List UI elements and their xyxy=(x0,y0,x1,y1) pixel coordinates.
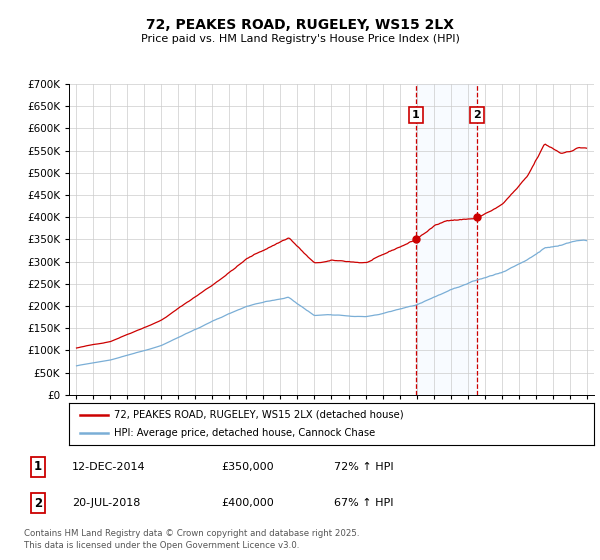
Text: HPI: Average price, detached house, Cannock Chase: HPI: Average price, detached house, Cann… xyxy=(113,428,375,438)
Text: Contains HM Land Registry data © Crown copyright and database right 2025.
This d: Contains HM Land Registry data © Crown c… xyxy=(24,529,359,550)
Text: 2: 2 xyxy=(34,497,42,510)
Text: 1: 1 xyxy=(412,110,420,120)
Text: £400,000: £400,000 xyxy=(221,498,274,508)
Bar xyxy=(416,84,477,395)
Text: 67% ↑ HPI: 67% ↑ HPI xyxy=(334,498,394,508)
Text: 1: 1 xyxy=(34,460,42,473)
Text: 72, PEAKES ROAD, RUGELEY, WS15 2LX: 72, PEAKES ROAD, RUGELEY, WS15 2LX xyxy=(146,18,454,32)
Text: 72% ↑ HPI: 72% ↑ HPI xyxy=(334,462,394,472)
Text: £350,000: £350,000 xyxy=(221,462,274,472)
Text: 12-DEC-2014: 12-DEC-2014 xyxy=(72,462,146,472)
Text: 72, PEAKES ROAD, RUGELEY, WS15 2LX (detached house): 72, PEAKES ROAD, RUGELEY, WS15 2LX (deta… xyxy=(113,410,403,420)
Text: 20-JUL-2018: 20-JUL-2018 xyxy=(72,498,140,508)
Text: Price paid vs. HM Land Registry's House Price Index (HPI): Price paid vs. HM Land Registry's House … xyxy=(140,34,460,44)
Text: 2: 2 xyxy=(473,110,481,120)
